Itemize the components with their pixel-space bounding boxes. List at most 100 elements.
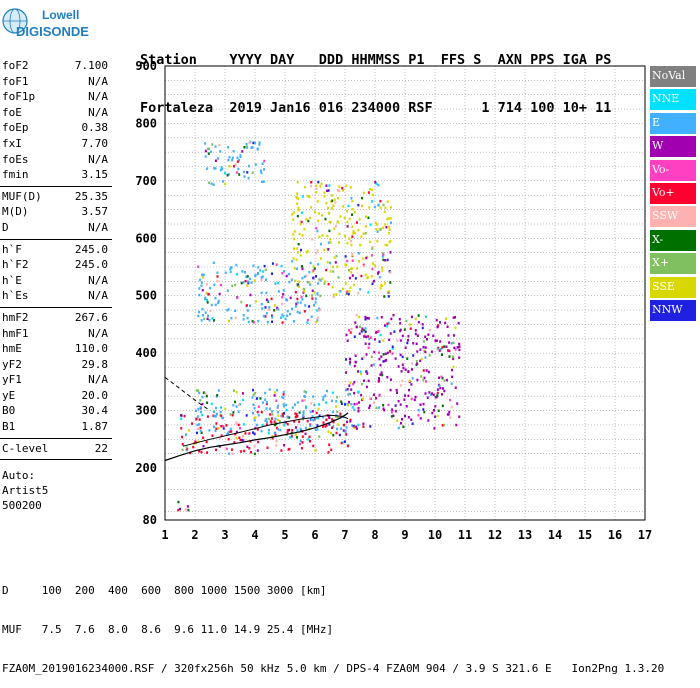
echo-point (449, 416, 452, 419)
echo-point (258, 143, 261, 146)
echo-point (298, 311, 301, 315)
echo-point (415, 342, 418, 346)
echo-point (390, 317, 393, 321)
echo-point (328, 184, 331, 187)
echo-point (315, 184, 318, 188)
echo-point (343, 403, 346, 406)
echo-point (264, 398, 267, 401)
echo-point (282, 315, 285, 318)
echo-point (235, 430, 238, 434)
echo-point (206, 301, 209, 304)
echo-point (230, 430, 233, 433)
echo-point (353, 402, 356, 406)
param-name: foE (2, 105, 22, 119)
echo-point (254, 416, 257, 419)
param-group: hmF2 267.6 hmF1 N/A hmE 110.0 yF2 29.8 yF1 N/A yE 2… (0, 308, 112, 439)
echo-point (253, 419, 256, 422)
echo-point (331, 265, 334, 269)
echo-point (458, 345, 461, 348)
echo-point (313, 291, 316, 295)
echo-point (319, 257, 322, 260)
echo-point (348, 217, 351, 221)
echo-point (260, 429, 263, 433)
echo-point (260, 171, 263, 175)
echo-point (255, 397, 258, 400)
ionogram-plot: 1 2 3 4 5 6 7 8 9 10 11 12 13 14 15 16 17802003004005006… (135, 59, 652, 542)
echo-point (242, 318, 245, 321)
echo-point (394, 357, 397, 360)
echo-point (334, 224, 337, 228)
echo-point (320, 182, 323, 185)
echo-point (321, 234, 324, 237)
echo-point (434, 405, 437, 408)
echo-point (227, 146, 230, 149)
echo-point (282, 292, 285, 296)
echo-point (395, 391, 398, 394)
echo-point (316, 292, 319, 295)
echo-point (273, 431, 276, 435)
echo-point (292, 257, 295, 260)
echo-point (420, 375, 423, 378)
echo-point (242, 435, 245, 438)
echo-point (389, 281, 392, 284)
echo-point (445, 378, 448, 382)
echo-point (373, 338, 376, 341)
echo-point (216, 271, 219, 275)
param-row: foE N/A (2, 105, 112, 121)
echo-point (259, 169, 262, 172)
echo-point (350, 213, 353, 216)
echo-point (349, 381, 352, 384)
echo-point (377, 270, 380, 274)
param-name: foF1p (2, 90, 36, 104)
echo-point (323, 248, 326, 252)
echo-point (447, 413, 450, 416)
echo-point (402, 366, 405, 370)
echo-point (180, 414, 183, 417)
echo-point (271, 435, 274, 438)
echo-point (327, 430, 330, 433)
echo-point (404, 346, 407, 349)
echo-point (361, 357, 364, 360)
echo-point (275, 399, 278, 402)
echo-point (259, 397, 262, 400)
echo-point (356, 267, 359, 270)
echo-point (209, 286, 212, 290)
echo-point (207, 314, 210, 318)
echo-point (227, 437, 230, 441)
echo-point (350, 267, 353, 271)
echo-point (195, 389, 198, 392)
echo-point (345, 263, 348, 267)
echo-point (266, 446, 269, 450)
echo-point (329, 220, 332, 224)
echo-point (265, 423, 268, 426)
echo-point (342, 441, 345, 444)
echo-point (350, 239, 353, 243)
echo-point (350, 327, 353, 331)
echo-point (455, 423, 458, 427)
echo-point (240, 281, 243, 285)
echo-point (311, 237, 314, 241)
echo-point (450, 405, 453, 409)
echo-point (338, 189, 341, 193)
echo-point (213, 319, 216, 322)
echo-point (326, 389, 329, 393)
echo-point (198, 287, 201, 290)
digisonde-logo: Lowell DIGISONDE (2, 8, 89, 39)
echo-point (256, 147, 259, 151)
echo-point (223, 171, 226, 175)
echo-point (256, 428, 259, 431)
echo-point (262, 314, 265, 318)
echo-point (329, 270, 332, 273)
echo-point (256, 410, 259, 414)
echo-point (326, 234, 329, 238)
echo-point (386, 217, 389, 221)
echo-point (291, 259, 294, 263)
param-row: hmE 110.0 (2, 341, 112, 357)
echo-point (202, 273, 205, 277)
echo-point (276, 388, 279, 392)
echo-point (354, 360, 357, 364)
echo-point (329, 241, 332, 244)
echo-point (280, 316, 283, 319)
echo-point (228, 164, 231, 168)
echo-point (345, 184, 348, 187)
